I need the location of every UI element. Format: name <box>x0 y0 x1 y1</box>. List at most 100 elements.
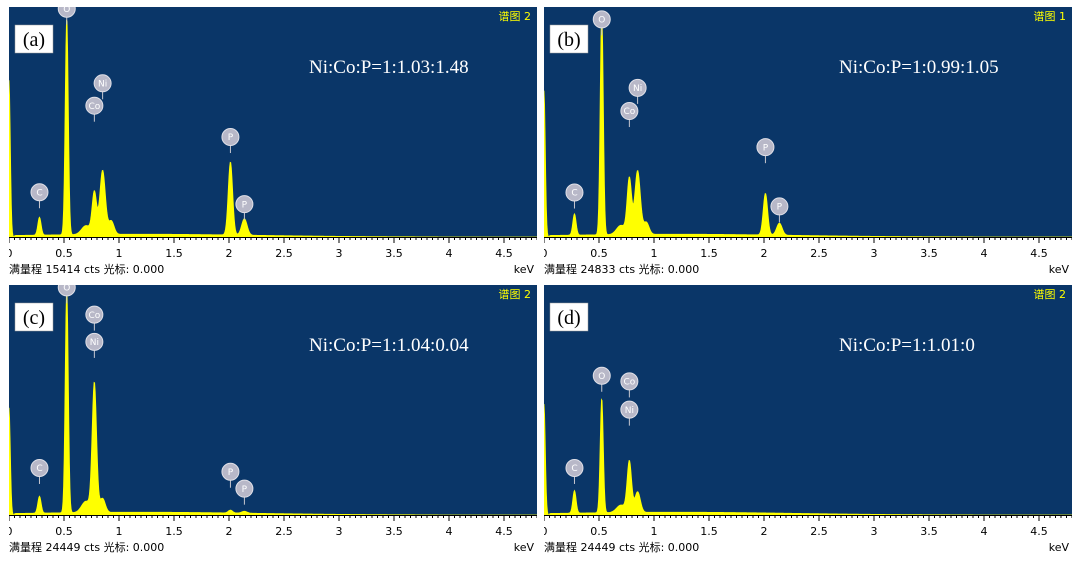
x-tick-label: 0.5 <box>590 525 608 538</box>
eds-panel-a: C O Co Ni P P (a) 谱图 2 Ni:Co:P=1:1.03:1.48 0 0.5 1 1… <box>9 7 537 276</box>
x-tick-label: 1.5 <box>700 525 718 538</box>
marker-label: Ni <box>633 84 642 94</box>
marker-circle <box>235 479 254 498</box>
x-tick-label: 4 <box>981 247 988 260</box>
x-unit: keV <box>1049 263 1070 276</box>
marker-label: O <box>63 285 70 294</box>
marker-label: P <box>242 200 248 210</box>
marker-label: O <box>598 372 605 382</box>
marker-c: C <box>30 458 49 484</box>
x-tick-label: 1 <box>116 247 123 260</box>
full-scale-readout: 满量程 24449 cts 光标: 0.000 <box>544 540 699 554</box>
x-tick-label: 3 <box>871 525 878 538</box>
x-tick-label: 3 <box>336 247 343 260</box>
ratio-annotation: Ni:Co:P=1:1.04:0.04 <box>309 335 469 356</box>
full-scale-readout: 满量程 24833 cts 光标: 0.000 <box>544 262 699 276</box>
panel-tag-box <box>549 302 589 332</box>
x-tick-label: 4 <box>446 525 453 538</box>
x-tick-label: 1 <box>116 525 123 538</box>
marker-o: O <box>592 10 611 36</box>
marker-circle <box>85 305 104 324</box>
marker-circle <box>57 285 76 297</box>
marker-circle <box>221 128 240 147</box>
marker-label: C <box>571 189 577 199</box>
plot-area <box>9 7 537 237</box>
marker-circle <box>770 197 789 216</box>
x-tick-label: 3 <box>871 247 878 260</box>
x-tick-label: 1 <box>651 525 658 538</box>
marker-label: O <box>598 16 605 26</box>
marker-circle <box>628 78 647 97</box>
x-tick-label: 4.5 <box>495 525 513 538</box>
x-tick-label: 0.5 <box>590 247 608 260</box>
panel-tag: (d) <box>557 307 580 329</box>
spectrum-id: 谱图 2 <box>1034 287 1067 301</box>
marker-p: P <box>770 197 789 223</box>
marker-circle <box>620 372 639 391</box>
panel-tag-box <box>14 24 54 54</box>
marker-p: P <box>235 195 254 221</box>
spectrum-id: 谱图 2 <box>499 9 532 23</box>
marker-ni: Ni <box>85 332 104 358</box>
marker-c: C <box>565 183 584 209</box>
panel-tag-box <box>549 24 589 54</box>
plot-area <box>544 285 1072 515</box>
x-tick-label: 0 <box>9 247 13 260</box>
x-unit: keV <box>1049 541 1070 554</box>
eds-panel-b: C O Co Ni P P (b) 谱图 1 Ni:Co:P=1:0.99:1.05 0 0.5 1 1… <box>544 7 1072 276</box>
ratio-annotation: Ni:Co:P=1:1.01:0 <box>839 335 975 356</box>
x-tick-label: 2 <box>761 525 768 538</box>
x-tick-label: 4 <box>446 247 453 260</box>
marker-c: C <box>565 458 584 484</box>
x-tick-label: 0.5 <box>55 247 73 260</box>
marker-o: O <box>592 366 611 392</box>
x-tick-label: 0 <box>544 525 548 538</box>
marker-circle <box>30 183 49 202</box>
plot-area <box>544 7 1072 237</box>
marker-circle <box>57 7 76 18</box>
marker-p: P <box>221 462 240 488</box>
x-tick-label: 2 <box>226 525 233 538</box>
full-scale-readout: 满量程 24449 cts 光标: 0.000 <box>9 540 164 554</box>
spectrum-id: 谱图 2 <box>499 287 532 301</box>
x-tick-label: 3 <box>336 525 343 538</box>
marker-co: Co <box>620 102 639 128</box>
panel-tag-box <box>14 302 54 332</box>
marker-label: C <box>36 188 42 198</box>
marker-label: Ni <box>625 406 634 416</box>
marker-circle <box>235 195 254 214</box>
marker-co: Co <box>85 305 104 331</box>
marker-circle <box>93 74 112 93</box>
marker-circle <box>565 183 584 202</box>
marker-label: Co <box>88 311 100 321</box>
marker-label: P <box>228 468 234 478</box>
marker-label: C <box>36 464 42 474</box>
marker-circle <box>30 458 49 477</box>
x-tick-label: 2.5 <box>810 525 828 538</box>
x-tick-label: 4 <box>981 525 988 538</box>
x-tick-label: 1.5 <box>165 525 183 538</box>
marker-label: Ni <box>90 338 99 348</box>
x-tick-label: 1.5 <box>700 247 718 260</box>
x-tick-label: 2.5 <box>275 525 293 538</box>
ratio-annotation: Ni:Co:P=1:0.99:1.05 <box>839 57 999 78</box>
marker-co: Co <box>85 96 104 122</box>
marker-circle <box>592 366 611 385</box>
marker-circle <box>221 462 240 481</box>
x-tick-label: 0 <box>9 525 13 538</box>
panel-tag: (b) <box>557 29 580 51</box>
x-tick-label: 4.5 <box>1030 525 1048 538</box>
ratio-annotation: Ni:Co:P=1:1.03:1.48 <box>309 57 469 78</box>
marker-o: O <box>57 7 76 25</box>
marker-label: C <box>571 464 577 474</box>
marker-ni: Ni <box>628 78 647 104</box>
x-tick-label: 3.5 <box>385 525 403 538</box>
spectrum-id: 谱图 1 <box>1034 9 1067 23</box>
marker-circle <box>85 332 104 351</box>
x-tick-label: 0 <box>544 247 548 260</box>
x-tick-label: 2.5 <box>275 247 293 260</box>
x-tick-label: 3.5 <box>920 247 938 260</box>
marker-co: Co <box>620 372 639 398</box>
marker-circle <box>756 138 775 157</box>
x-tick-label: 4.5 <box>495 247 513 260</box>
